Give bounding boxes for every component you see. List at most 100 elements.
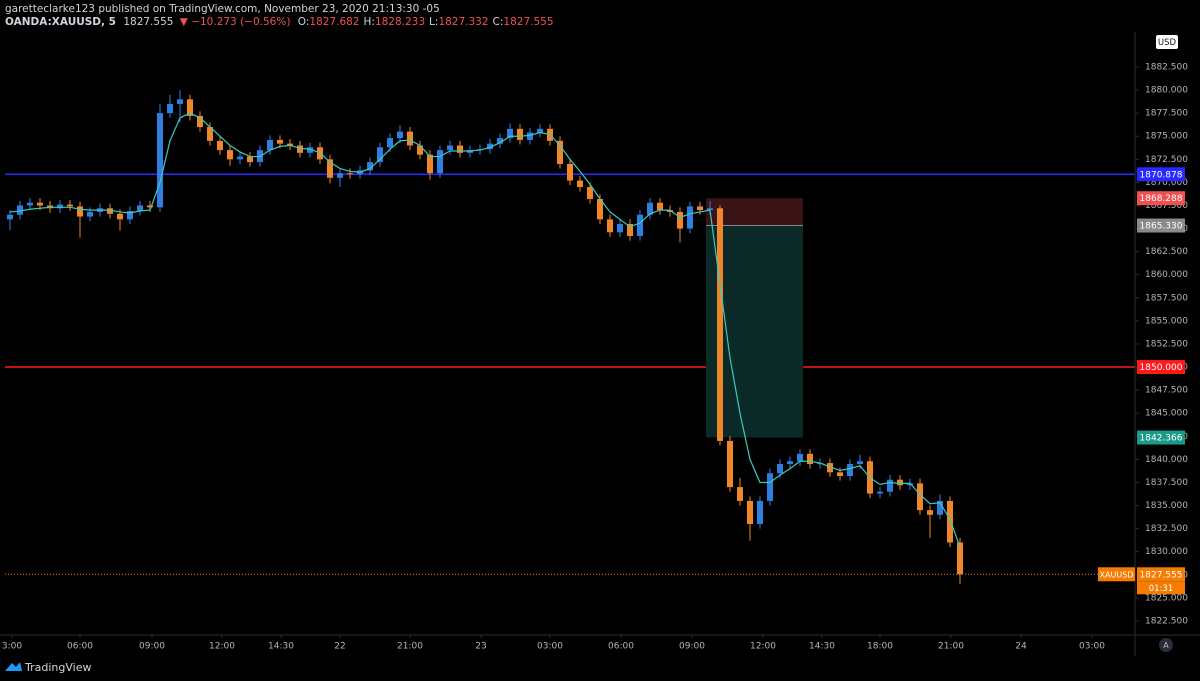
x-tick-label: 12:00 (209, 642, 235, 652)
symbol: OANDA:XAUUSD, 5 (5, 16, 116, 28)
y-tick-label: 1882.500 (1145, 62, 1188, 72)
change: ▼ −10.273 (−0.56%) (180, 16, 291, 28)
candle-body (247, 156, 253, 163)
y-tick-label: 1867.500 (1145, 201, 1188, 211)
candle-body (617, 223, 623, 233)
ohlc-value: 1828.233 (375, 16, 425, 28)
candle-body (207, 127, 213, 141)
candle-body (197, 115, 203, 128)
candle-body (217, 140, 223, 151)
currency-button[interactable] (1156, 35, 1178, 49)
candle-body (637, 214, 643, 236)
candle-body (717, 208, 723, 441)
candle-body (877, 491, 883, 494)
candle-body (657, 202, 663, 211)
candle-body (947, 500, 953, 543)
price-label: 1827.555 (1140, 570, 1183, 580)
candle-body (487, 143, 493, 150)
candle-body (707, 208, 713, 211)
candle-body (87, 211, 93, 217)
candle-body (627, 223, 633, 236)
x-tick-label: 3:00 (2, 642, 22, 652)
currency[interactable]: USD (1158, 38, 1177, 48)
candle-body (7, 214, 13, 220)
x-tick-label: 12:00 (750, 642, 776, 652)
axes: 1822.5001825.0001827.5001830.0001832.500… (0, 32, 1200, 656)
x-tick-label: 21:00 (397, 642, 423, 652)
candle-body (107, 208, 113, 214)
y-tick-label: 1877.500 (1145, 109, 1188, 119)
candle-body (27, 202, 33, 206)
candle-body (937, 500, 943, 515)
x-tick-label: 22 (334, 642, 345, 652)
candle-body (77, 206, 83, 217)
ohlc-key: L: (429, 16, 438, 28)
ohlc-key: O: (298, 16, 310, 28)
candle-body (687, 206, 693, 229)
candle-body (457, 145, 463, 153)
symbol-line: OANDA:XAUUSD, 5 1827.555 ▼ −10.273 (−0.5… (5, 16, 554, 28)
y-tick-label: 1870.000 (1145, 178, 1188, 188)
y-tick-label: 1830.000 (1145, 547, 1188, 557)
candle-body (407, 131, 413, 146)
candle-body (837, 472, 843, 477)
candle-body (827, 463, 833, 473)
candle-body (537, 128, 543, 133)
candle-body (797, 453, 803, 462)
candle-body (347, 173, 353, 175)
y-tick-label: 1837.500 (1145, 478, 1188, 488)
y-tick-label: 1825.000 (1145, 593, 1188, 603)
candle-body (157, 113, 163, 208)
candle-body (557, 140, 563, 164)
price-label-bg (1137, 167, 1185, 182)
y-tick-label: 1822.500 (1145, 616, 1188, 626)
candle-body (437, 150, 443, 174)
price-label-bg (1137, 430, 1185, 445)
candle-body (727, 440, 733, 488)
y-tick-label: 1855.000 (1145, 316, 1188, 326)
x-tick-label: 09:00 (679, 642, 705, 652)
candle-body (227, 150, 233, 160)
candle-body (507, 128, 513, 139)
price-label: 1865.330 (1140, 222, 1183, 232)
y-tick-label: 1847.500 (1145, 386, 1188, 396)
candle-body (807, 453, 813, 465)
y-tick-label: 1875.000 (1145, 132, 1188, 142)
candle-body (497, 138, 503, 144)
candle-body (367, 162, 373, 171)
candle-body (857, 461, 863, 465)
price-label: 1870.878 (1140, 170, 1183, 180)
candle-body (267, 139, 273, 151)
countdown-bg (1137, 581, 1185, 595)
candle-body (287, 143, 293, 146)
symbol-tag-bg (1098, 567, 1135, 582)
candle-body (887, 479, 893, 492)
price-label-bg (1137, 360, 1185, 375)
logo: TradingView (24, 661, 91, 674)
candle-body (67, 204, 73, 207)
candle-body (527, 132, 533, 140)
last-price: 1827.555 (123, 16, 173, 28)
candle-body (957, 542, 963, 575)
x-tick-label: 14:30 (268, 642, 294, 652)
x-tick-label: 03:00 (1079, 642, 1105, 652)
candle-body (907, 483, 913, 486)
publisher-line: garetteclarke123 published on TradingVie… (5, 3, 440, 15)
candle-body (17, 205, 23, 215)
price-label: 1842.366 (1140, 434, 1183, 444)
candle-body (377, 147, 383, 163)
ohlc-value: 1827.682 (309, 16, 359, 28)
candle-body (517, 128, 523, 140)
auto-scale-icon[interactable]: A (1163, 641, 1169, 650)
x-tick-label: 03:00 (537, 642, 563, 652)
candle-body (387, 138, 393, 148)
candle-body (337, 173, 343, 178)
candle-body (307, 147, 313, 153)
auto-scale-button[interactable] (1159, 638, 1173, 652)
x-tick-label: 06:00 (608, 642, 634, 652)
ohlc-value: 1827.332 (438, 16, 488, 28)
candle-body (767, 473, 773, 501)
x-tick-label: 24 (1015, 642, 1027, 652)
candle-body (427, 154, 433, 174)
